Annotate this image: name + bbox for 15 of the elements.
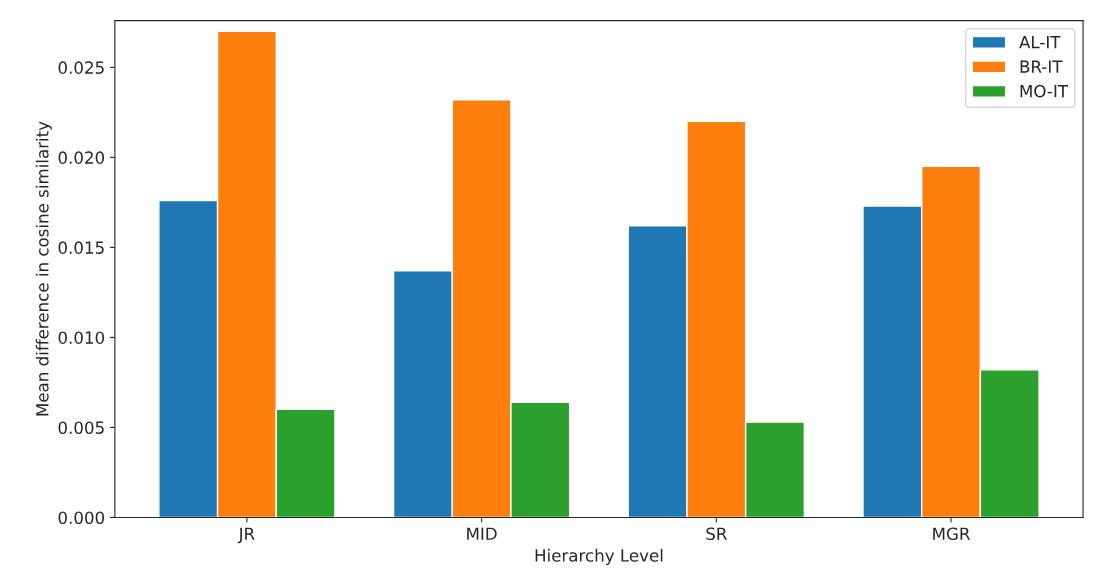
y-tick-label: 0.005 (58, 421, 104, 434)
y-tick-label: 0.015 (58, 241, 104, 254)
y-tick-label: 0.000 (58, 511, 105, 525)
x-axis-title: Hierarchy Level (535, 548, 663, 565)
x-tick-label: JR (237, 527, 255, 544)
legend-label: BR-IT (1020, 60, 1063, 73)
y-tick-label: 0.025 (58, 61, 104, 74)
y-tick-label: 0.010 (58, 331, 105, 344)
x-tick-label: SR (706, 527, 727, 541)
y-tick-label: 0.020 (58, 151, 105, 164)
y-axis-title: Mean difference in cosine similarity (35, 121, 52, 416)
x-tick-label: MID (467, 527, 497, 540)
x-tick-label: MGR (933, 527, 970, 541)
legend-label: MO-IT (1020, 84, 1069, 98)
legend-label: AL-IT (1019, 36, 1061, 49)
